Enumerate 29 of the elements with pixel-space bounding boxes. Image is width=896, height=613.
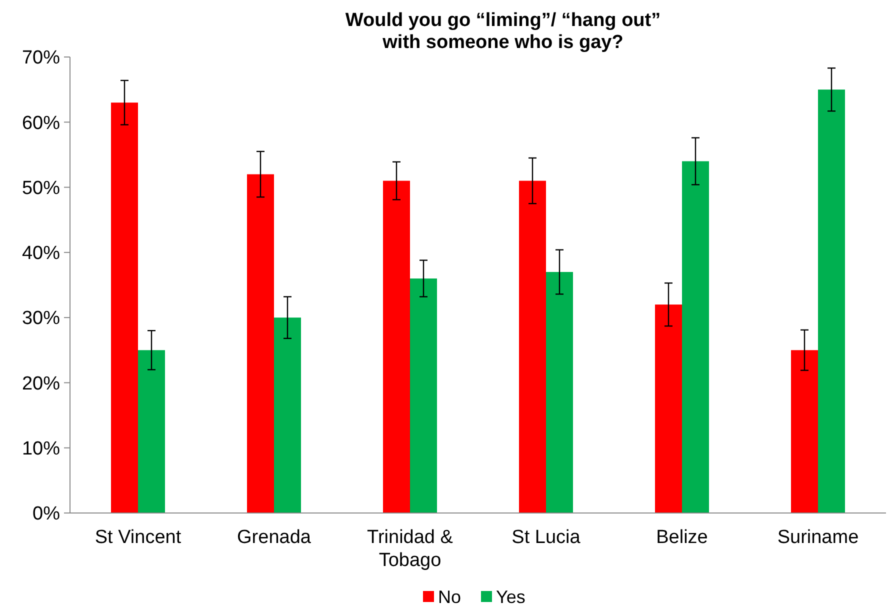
bar [519,180,546,513]
legend-label: Yes [496,587,526,607]
y-tick-label: 70% [22,48,60,69]
bar [682,161,709,513]
bar [655,304,682,513]
x-tick-label: Suriname [777,527,859,548]
chart-title: Would you go “liming”/ “hang out” with someone who is gay? [345,10,661,53]
x-tick-label: St Lucia [512,527,581,548]
bar [274,318,301,513]
legend-label: No [438,587,462,607]
y-tick-label: 0% [32,504,60,525]
bar [791,350,818,513]
bar [247,174,274,513]
x-tick-label: Belize [656,527,708,548]
bar [383,180,410,513]
x-tick-label: Grenada [237,527,312,548]
bar [138,350,165,513]
y-tick-label: 50% [22,178,60,199]
y-tick-label: 20% [22,373,60,394]
y-tick-label: 30% [22,308,60,330]
bar [818,90,845,513]
y-tick-label: 40% [22,243,60,264]
x-tick-label: St Vincent [94,527,182,548]
bar [410,278,437,513]
y-tick-label: 10% [22,438,60,460]
bar [111,102,138,513]
x-tick-label: Trinidad & Tobago [367,527,454,571]
y-tick-label: 60% [22,112,60,134]
bar [546,272,573,513]
